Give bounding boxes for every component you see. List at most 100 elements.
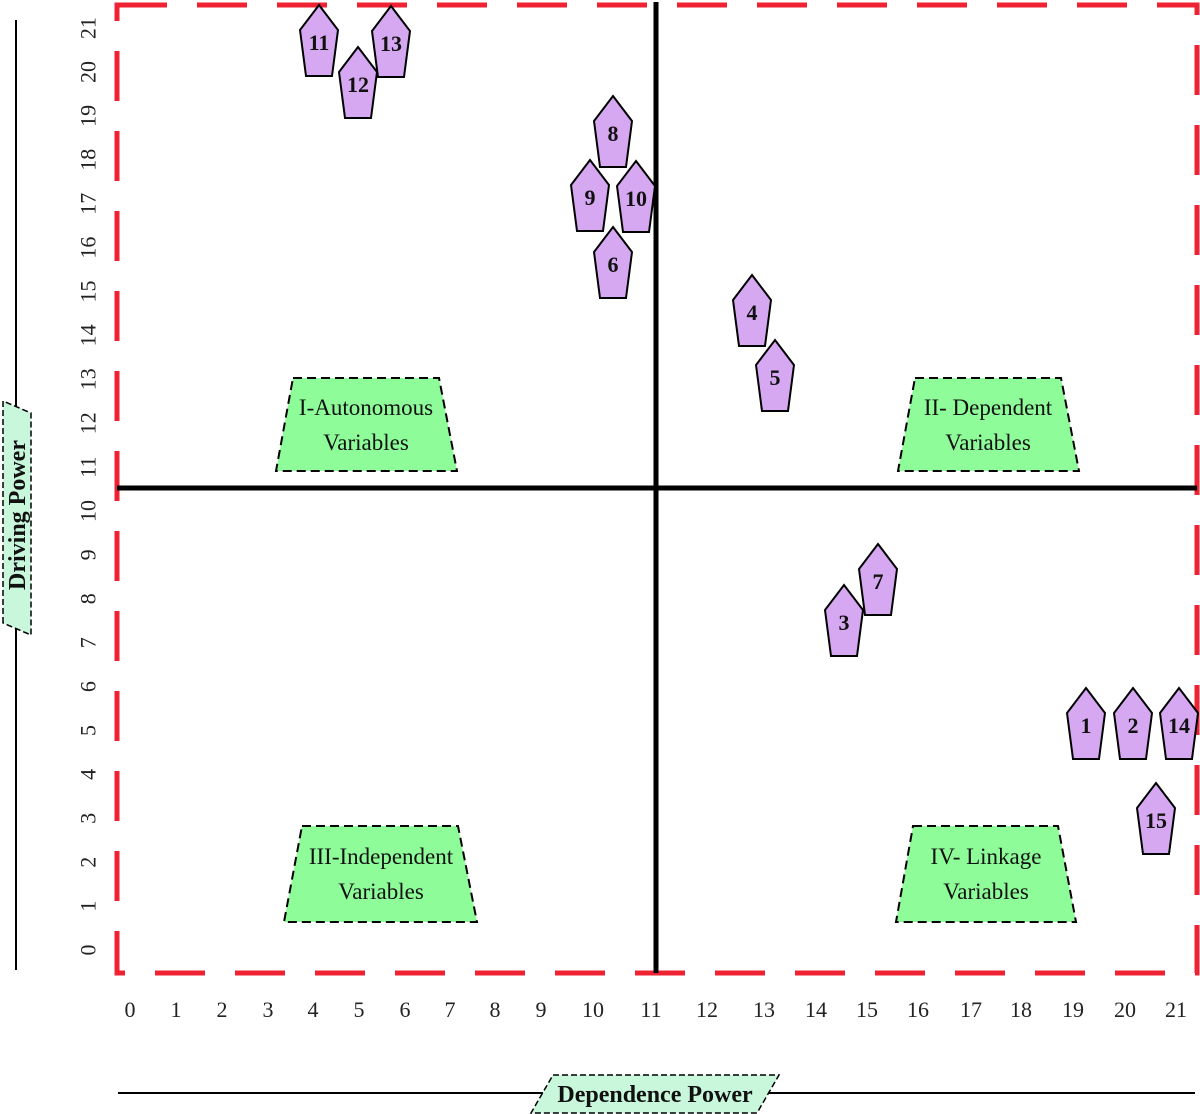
- quadrant-label-line1: II- Dependent: [924, 395, 1053, 420]
- data-point-9: 9: [569, 158, 611, 232]
- y-tick-label: 1: [76, 901, 101, 912]
- pentagon-marker: [337, 45, 379, 119]
- x-tick-label: 3: [263, 997, 274, 1022]
- pentagon-marker: [1112, 686, 1154, 760]
- y-tick-label: 16: [76, 237, 101, 259]
- y-tick-label: 3: [76, 813, 101, 824]
- x-tick-label: 14: [805, 997, 827, 1022]
- data-point-label: 8: [608, 121, 619, 146]
- x-tick-label: 1: [171, 997, 182, 1022]
- y-tick-label: 19: [76, 105, 101, 127]
- pentagon-marker: [298, 3, 340, 77]
- x-tick-label: 7: [445, 997, 456, 1022]
- data-point-label: 5: [770, 365, 781, 390]
- x-tick-label: 20: [1114, 997, 1136, 1022]
- y-tick-label: 15: [76, 281, 101, 303]
- data-point-label: 2: [1128, 713, 1139, 738]
- data-point-label: 3: [839, 610, 850, 635]
- pentagon-marker: [1065, 686, 1107, 760]
- pentagon-marker: [370, 4, 412, 78]
- data-point-13: 13: [370, 4, 412, 78]
- data-point-11: 11: [298, 3, 340, 77]
- x-tick-label: 15: [856, 997, 878, 1022]
- y-tick-label: 5: [76, 725, 101, 736]
- quadrant-label-line1: I-Autonomous: [299, 395, 433, 420]
- x-axis-title-text: Dependence Power: [557, 1082, 753, 1108]
- data-point-5: 5: [754, 338, 796, 412]
- y-tick-label: 8: [76, 593, 101, 604]
- x-tick-label: 10: [582, 997, 604, 1022]
- data-point-4: 4: [731, 273, 773, 347]
- data-point-label: 14: [1168, 713, 1190, 738]
- x-tick-label: 19: [1062, 997, 1084, 1022]
- pentagon-marker: [615, 159, 657, 233]
- y-axis-title-text: Driving Power: [5, 440, 31, 590]
- x-tick-label: 18: [1010, 997, 1032, 1022]
- y-tick-label: 2: [76, 857, 101, 868]
- data-point-12: 12: [337, 45, 379, 119]
- y-tick-label: 20: [76, 61, 101, 83]
- y-tick-label: 11: [76, 457, 101, 478]
- y-tick-label: 12: [76, 412, 101, 434]
- data-point-3: 3: [823, 583, 865, 657]
- y-tick-label: 6: [76, 681, 101, 692]
- data-point-label: 10: [625, 186, 647, 211]
- x-tick-label: 21: [1165, 997, 1187, 1022]
- data-point-2: 2: [1112, 686, 1154, 760]
- data-point-15: 15: [1135, 781, 1177, 855]
- pentagon-marker: [1135, 781, 1177, 855]
- data-point-label: 12: [347, 72, 369, 97]
- data-point-6: 6: [592, 225, 634, 299]
- data-point-label: 15: [1145, 808, 1167, 833]
- x-axis-title: Dependence Power: [529, 1074, 781, 1114]
- data-point-label: 11: [309, 30, 330, 55]
- data-point-label: 6: [608, 252, 619, 277]
- y-tick-label: 14: [76, 324, 101, 346]
- x-tick-label: 8: [490, 997, 501, 1022]
- x-tick-label: 0: [125, 997, 136, 1022]
- quadrant-label-linkage: IV- Linkage Variables: [894, 825, 1078, 923]
- y-axis-title: Driving Power: [2, 399, 32, 637]
- x-tick-label: 12: [696, 997, 718, 1022]
- x-tick-label: 4: [308, 997, 319, 1022]
- y-tick-label: 0: [76, 945, 101, 956]
- x-tick-label: 6: [400, 997, 411, 1022]
- x-tick-label: 9: [536, 997, 547, 1022]
- quadrant-label-dependent: II- Dependent Variables: [896, 377, 1081, 472]
- x-tick-label: 5: [354, 997, 365, 1022]
- quadrant-label-line2: Variables: [323, 430, 409, 455]
- x-tick-label: 17: [960, 997, 982, 1022]
- data-point-10: 10: [615, 159, 657, 233]
- quadrant-label-autonomous: I-Autonomous Variables: [274, 377, 459, 472]
- x-tick-label: 13: [753, 997, 775, 1022]
- data-point-7: 7: [857, 542, 899, 616]
- pentagon-marker: [592, 94, 634, 168]
- y-tick-label: 13: [76, 368, 101, 390]
- data-point-1: 1: [1065, 686, 1107, 760]
- y-tick-label: 4: [76, 769, 101, 780]
- data-point-14: 14: [1158, 686, 1200, 760]
- y-tick-label: 7: [76, 637, 101, 648]
- y-tick-label: 10: [76, 500, 101, 522]
- data-point-label: 7: [873, 569, 884, 594]
- data-point-label: 9: [585, 185, 596, 210]
- pentagon-marker: [731, 273, 773, 347]
- y-tick-label: 17: [76, 193, 101, 215]
- y-tick-label: 9: [76, 549, 101, 560]
- quadrant-label-line1: III-Independent: [309, 844, 454, 869]
- quadrant-label-line2: Variables: [338, 879, 424, 904]
- x-tick-label: 11: [640, 997, 661, 1022]
- pentagon-marker: [754, 338, 796, 412]
- pentagon-marker: [823, 583, 865, 657]
- data-point-label: 1: [1081, 713, 1092, 738]
- data-point-label: 4: [747, 300, 758, 325]
- pentagon-marker: [857, 542, 899, 616]
- quadrant-label-independent: III-Independent Variables: [282, 825, 479, 923]
- y-tick-label: 18: [76, 149, 101, 171]
- pentagon-marker: [1158, 686, 1200, 760]
- data-point-label: 13: [380, 31, 402, 56]
- y-tick-label: 21: [76, 17, 101, 39]
- pentagon-marker: [592, 225, 634, 299]
